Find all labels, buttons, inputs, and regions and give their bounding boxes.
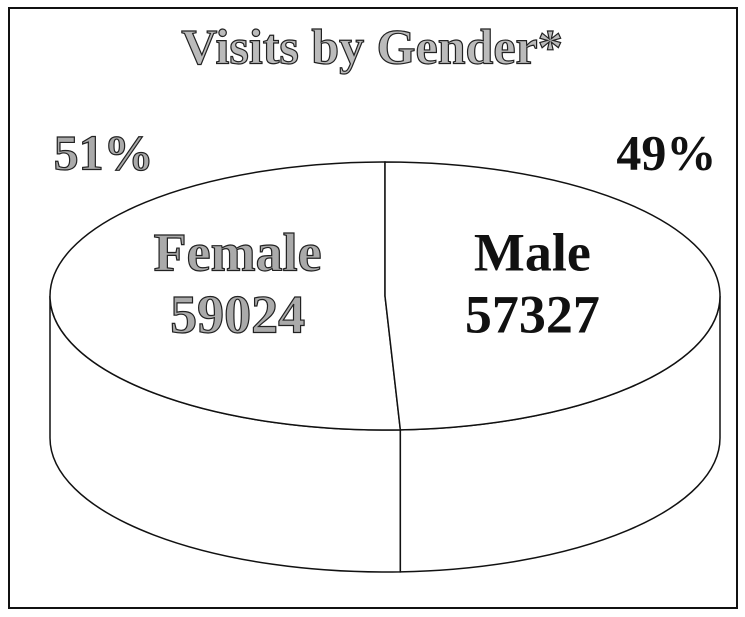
percent-label: 51%	[54, 124, 154, 180]
percent-label: 49%	[616, 124, 716, 180]
slice-value: 57327	[465, 284, 600, 344]
slice-value: 59024	[170, 284, 305, 344]
slice-label: Male	[474, 222, 591, 282]
chart-title: Visits by Gender*	[181, 18, 563, 74]
slice	[49, 161, 402, 431]
slice-label: Female	[154, 222, 322, 282]
slice	[384, 161, 721, 431]
